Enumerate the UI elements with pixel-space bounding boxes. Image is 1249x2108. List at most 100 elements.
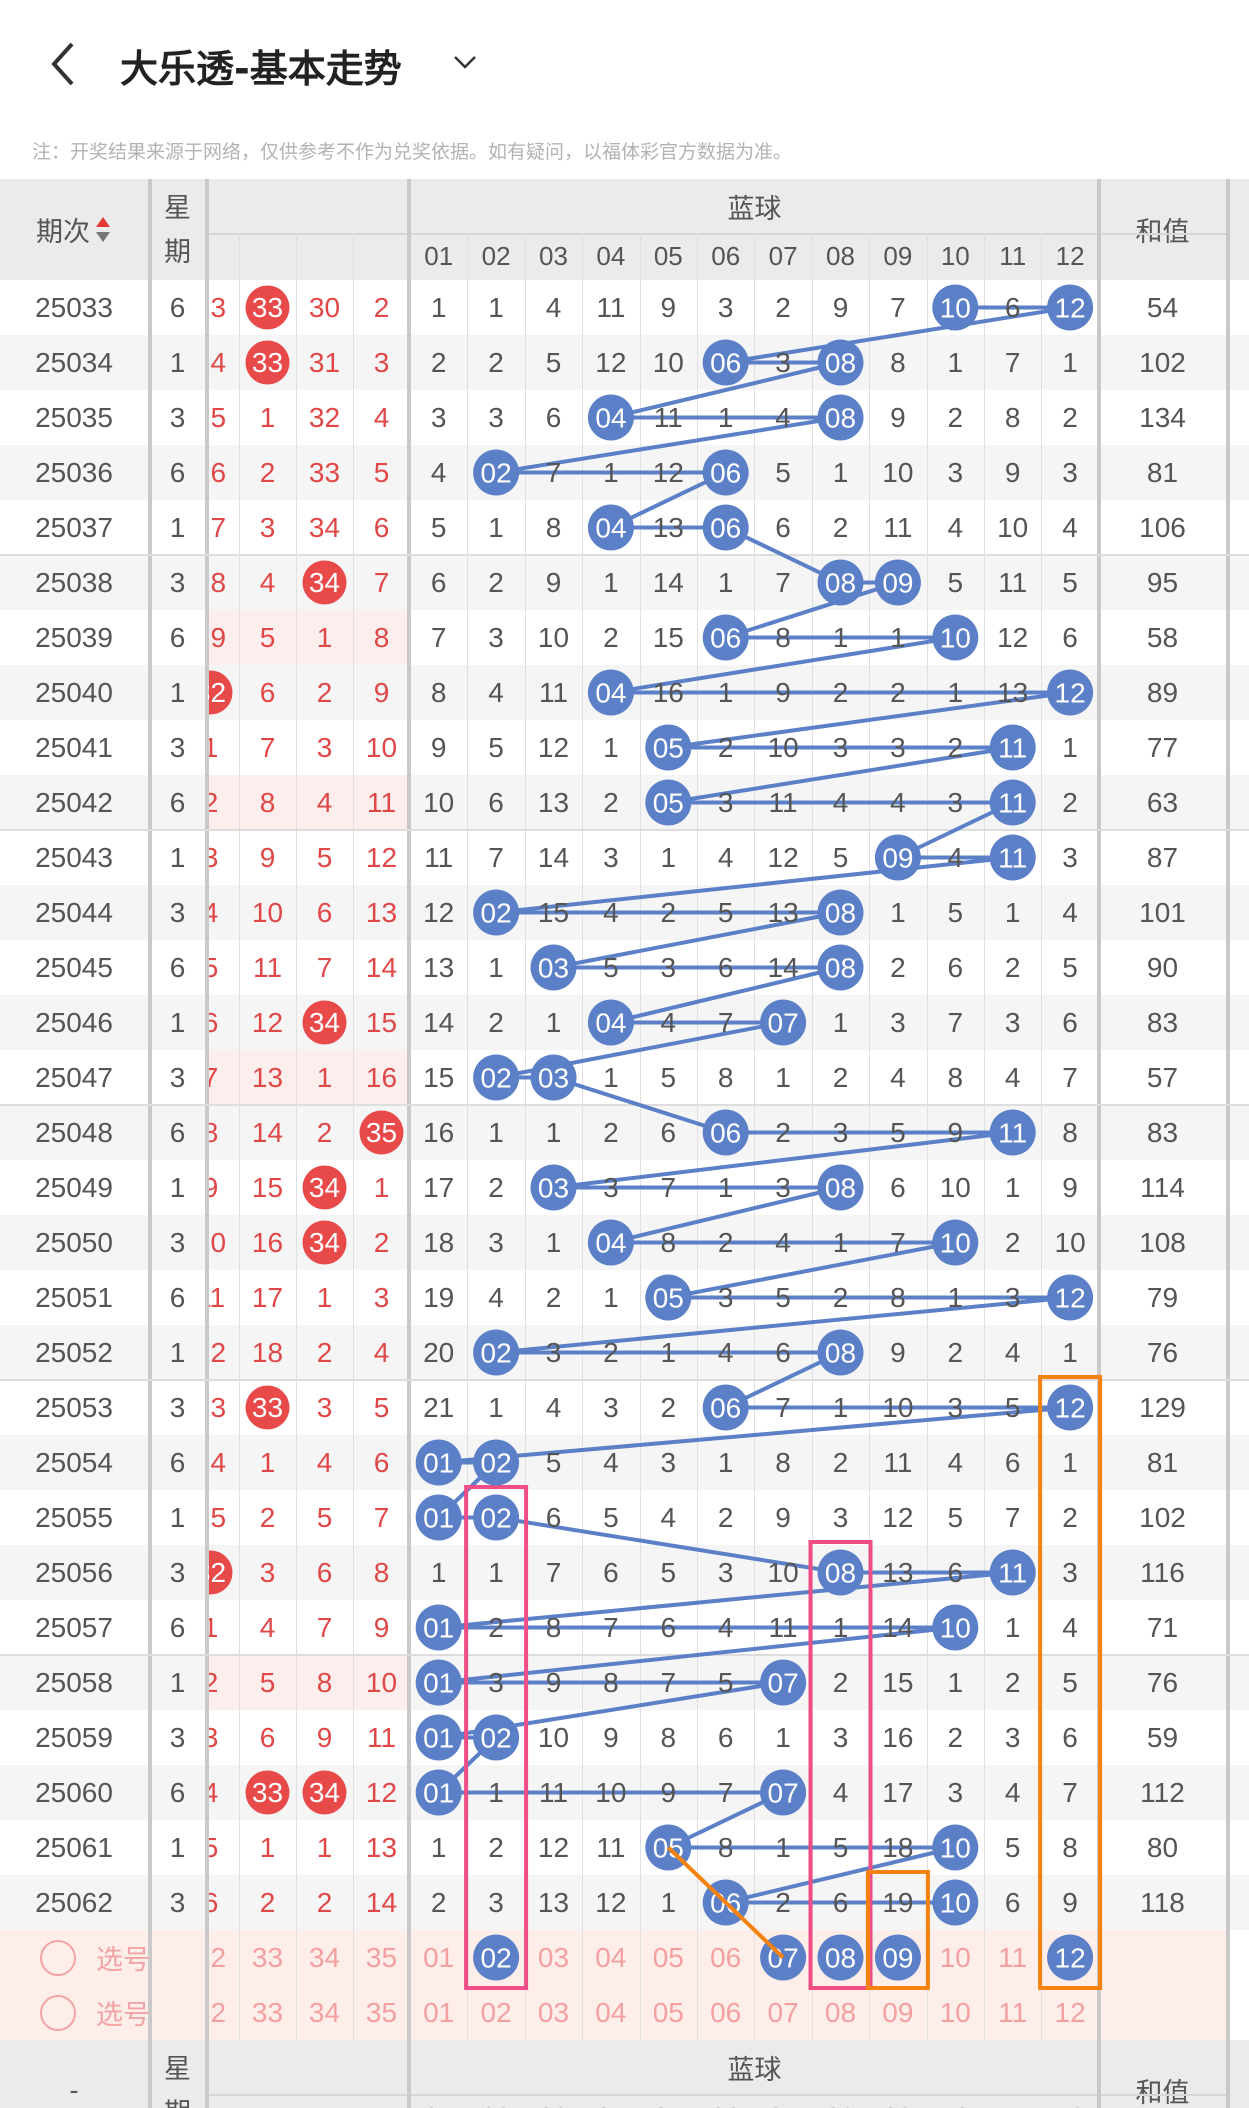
blue-select-number[interactable]: 01	[423, 1996, 455, 2028]
red-miss-count: 7	[373, 1501, 390, 1533]
blue-miss-count: 4	[717, 1336, 734, 1368]
red-ball-number: 34	[308, 1171, 341, 1203]
header-blue-col: 01	[424, 241, 454, 271]
blue-miss-count: 1	[1062, 1446, 1078, 1478]
blue-select-number[interactable]: 03	[537, 1996, 570, 2028]
blue-select-number[interactable]: 11	[998, 1996, 1028, 2028]
blue-miss-count: 4	[603, 1446, 619, 1478]
select-number-toggle[interactable]: 选号	[40, 1985, 190, 2040]
blue-miss-count: 3	[603, 1171, 619, 1203]
blue-miss-count: 9	[545, 566, 562, 598]
blue-miss-count: 5	[488, 731, 504, 763]
blue-miss-count: 4	[1004, 1776, 1021, 1808]
blue-miss-count: 10	[997, 511, 1029, 543]
blue-ball	[645, 779, 692, 826]
blue-miss-count: 4	[832, 1776, 849, 1808]
issue-number: 25034	[35, 346, 113, 378]
red-miss-count: 16	[251, 1226, 284, 1258]
blue-select-number[interactable]: 06	[710, 1996, 742, 2028]
header-blue-col: 05	[653, 241, 683, 271]
blue-miss-count: 4	[947, 511, 964, 543]
red-miss-count: 3	[259, 511, 276, 543]
blue-select-number[interactable]: 03	[537, 1941, 570, 1973]
radio-circle-icon	[40, 1939, 76, 1976]
blue-ball	[702, 614, 749, 661]
blue-select-number[interactable]: 06	[710, 1941, 742, 1973]
red-miss-count: 14	[208, 346, 227, 378]
select-label: 选号	[96, 2000, 150, 2030]
red-miss-count: 3	[316, 1391, 333, 1423]
blue-miss-count: 1	[545, 1116, 562, 1148]
blue-miss-count: 8	[660, 1226, 677, 1258]
blue-select-number[interactable]: 09	[882, 1996, 914, 2028]
red-select-number[interactable]: 32	[208, 1941, 227, 1973]
blue-select-number[interactable]: 08	[824, 1996, 857, 2028]
red-select-number[interactable]: 33	[251, 1941, 284, 1973]
blue-select-number[interactable]: 01	[423, 1941, 455, 1973]
blue-select-number[interactable]: 05	[652, 1941, 684, 1973]
blue-select-number[interactable]: 10	[939, 1941, 971, 1973]
red-ball	[302, 1000, 347, 1045]
blue-miss-count: 4	[832, 786, 849, 818]
red-miss-count: 1	[208, 1611, 219, 1643]
column-line	[1041, 233, 1043, 2040]
blue-miss-count: 14	[882, 1611, 914, 1643]
blue-miss-count: 6	[430, 566, 447, 598]
red-select-number[interactable]: 34	[308, 1941, 341, 1973]
select-number-toggle[interactable]: 选号	[40, 1930, 190, 1985]
red-miss-count: 5	[316, 841, 333, 873]
red-miss-count: 6	[208, 1886, 219, 1918]
trend-table[interactable]: 3233343532333435133330214333131513241623…	[0, 179, 1249, 2108]
blue-select-number[interactable]: 04	[595, 1996, 627, 2028]
blue-ball	[587, 999, 634, 1046]
blue-select-number[interactable]: 11	[998, 1941, 1028, 1973]
blue-miss-count: 1	[947, 346, 964, 378]
blue-miss-count: 7	[1062, 1061, 1078, 1093]
red-select-number[interactable]: 35	[365, 1996, 398, 2028]
blue-miss-count: 3	[775, 1171, 791, 1203]
blue-select-number[interactable]: 07	[767, 1996, 799, 2028]
chevron-left-icon	[51, 42, 74, 86]
sum-value: 95	[1146, 566, 1179, 598]
sort-icon[interactable]	[94, 215, 112, 245]
blue-miss-count: 2	[775, 1116, 791, 1148]
title-dropdown-button[interactable]	[452, 50, 478, 74]
red-select-number[interactable]: 33	[251, 1996, 284, 2028]
blue-ball-number: 12	[1055, 1393, 1086, 1424]
red-miss-count: 1	[259, 401, 276, 433]
blue-miss-count: 19	[423, 1281, 455, 1313]
red-miss-count: 4	[316, 1446, 333, 1478]
blue-ball-number: 07	[768, 1008, 799, 1039]
red-miss-count: 2	[259, 456, 276, 488]
blue-miss-count: 1	[660, 1886, 677, 1918]
blue-select-number[interactable]: 12	[1054, 1996, 1086, 2028]
blue-miss-count: 2	[775, 291, 791, 323]
sum-value: 59	[1146, 1721, 1179, 1753]
highlight-box	[865, 1870, 930, 1990]
group-separator	[0, 1654, 1249, 1656]
blue-ball-number: 11	[998, 843, 1027, 874]
red-select-number[interactable]: 35	[365, 1941, 398, 1973]
blue-select-number[interactable]: 05	[652, 1996, 684, 2028]
blue-select-number[interactable]: 02	[480, 1996, 512, 2028]
red-miss-count: 10	[365, 1666, 398, 1698]
red-select-number[interactable]: 34	[308, 1996, 341, 2028]
column-line	[926, 233, 928, 2040]
weekday: 1	[169, 1831, 186, 1863]
red-miss-count: 18	[251, 1336, 284, 1368]
blue-ball	[702, 339, 749, 386]
back-button[interactable]	[44, 40, 84, 88]
blue-miss-count: 6	[775, 1336, 791, 1368]
sum-value: 54	[1146, 291, 1179, 323]
blue-miss-count: 8	[545, 511, 562, 543]
blue-miss-count: 1	[1004, 1611, 1021, 1643]
blue-miss-count: 3	[1062, 456, 1078, 488]
red-ball	[302, 1165, 347, 1210]
blue-select-number[interactable]: 10	[939, 1996, 971, 2028]
header-issue[interactable]: 期次	[0, 179, 148, 280]
trend-line	[725, 305, 1071, 365]
blue-miss-count: 5	[603, 951, 619, 983]
red-select-number[interactable]: 32	[208, 1996, 227, 2028]
red-miss-count: 2	[316, 1886, 333, 1918]
blue-select-number[interactable]: 04	[595, 1941, 627, 1973]
